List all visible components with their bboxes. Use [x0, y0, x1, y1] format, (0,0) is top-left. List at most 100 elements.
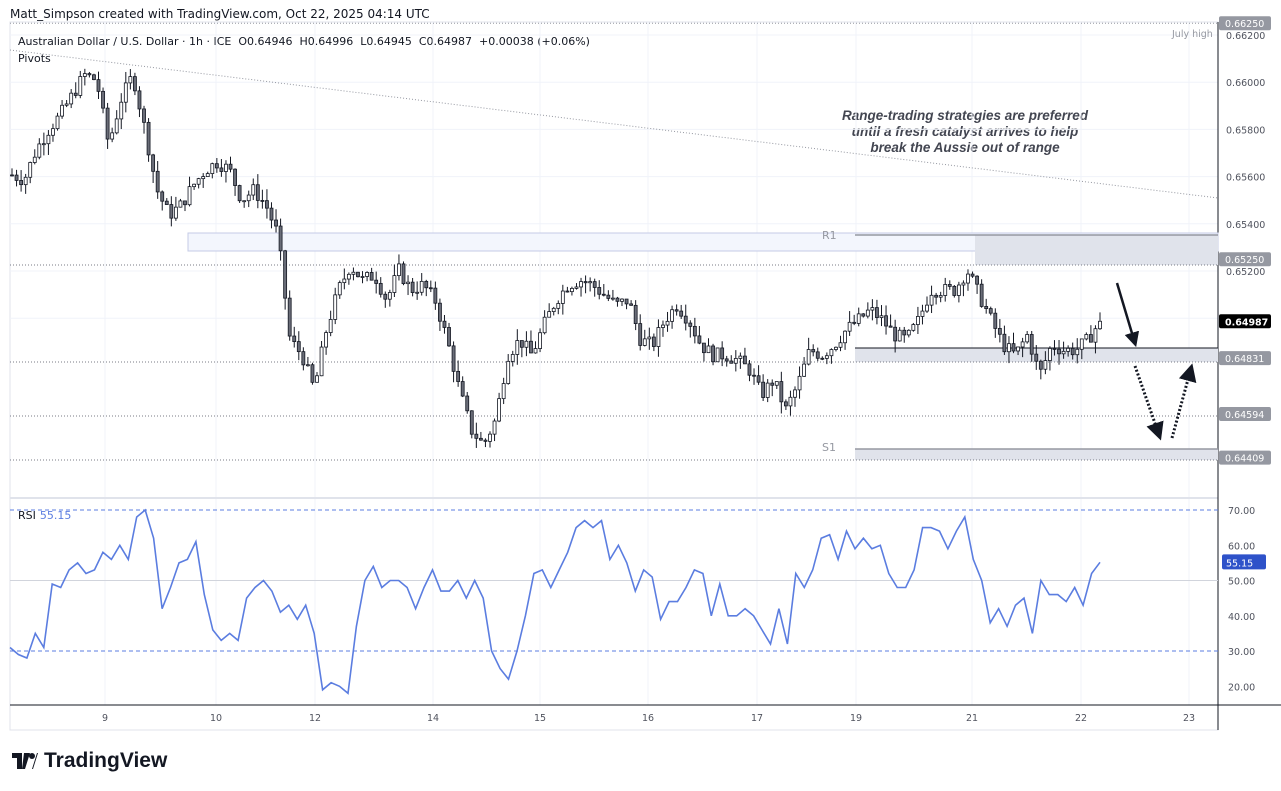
bullish-candle: [843, 330, 847, 344]
bearish-candle: [169, 204, 174, 219]
bullish-candle: [911, 324, 916, 331]
bullish-candle: [1007, 343, 1011, 353]
bearish-candle: [752, 374, 756, 377]
bearish-candle: [424, 280, 429, 289]
bearish-candle: [583, 281, 588, 284]
rsi-tick-label: 40.00: [1228, 612, 1255, 623]
bullish-candle: [497, 398, 501, 422]
bearish-candle: [1038, 360, 1043, 370]
bullish-candle: [110, 132, 115, 140]
bearish-candle: [779, 381, 784, 403]
bullish-candle: [406, 281, 410, 285]
bearish-candle: [947, 284, 952, 287]
tradingview-logo-icon: [12, 753, 38, 769]
bearish-candle: [743, 355, 747, 365]
time-tick-label: 21: [966, 713, 978, 724]
price-badge-bg: [1219, 407, 1271, 422]
symbol-legend[interactable]: Australian Dollar / U.S. Dollar · 1h · I…: [18, 35, 590, 48]
bullish-candle: [1061, 350, 1066, 355]
bullish-candle: [246, 194, 251, 202]
bullish-candle: [319, 346, 324, 377]
bearish-candle: [979, 283, 984, 307]
bullish-candle: [82, 73, 87, 77]
bearish-candle: [952, 285, 957, 296]
bearish-candle: [993, 312, 998, 329]
price-tick-label: 0.66200: [1226, 31, 1265, 42]
bullish-candle: [1084, 334, 1089, 340]
bearish-candle: [624, 298, 629, 305]
bearish-candle: [151, 154, 156, 172]
bearish-candle: [970, 273, 975, 277]
price-badge: 0.66250: [1219, 16, 1271, 31]
bearish-candle: [451, 345, 456, 372]
bearish-candle: [237, 185, 242, 202]
bearish-candle: [888, 325, 893, 328]
bullish-candle: [524, 340, 529, 348]
bullish-candle: [856, 313, 861, 324]
rsi-value: 55.15: [39, 509, 72, 522]
bearish-candle: [428, 287, 433, 290]
bullish-candle: [670, 309, 674, 322]
bullish-candle: [834, 346, 838, 350]
bullish-candle: [533, 348, 538, 354]
bearish-candle: [133, 76, 137, 92]
bullish-candle: [114, 118, 119, 134]
bullish-candle: [1079, 338, 1084, 350]
price-badge-bg: [1219, 351, 1271, 366]
bearish-candle: [629, 303, 634, 306]
bullish-candle: [929, 294, 934, 306]
bullish-candle: [956, 284, 961, 296]
bullish-candle: [192, 183, 196, 188]
bearish-candle: [92, 74, 96, 81]
down-arrow: [1115, 282, 1140, 348]
bullish-candle: [551, 307, 556, 312]
price-badge: 0.64594: [1219, 407, 1271, 422]
rsi-pane: [9, 508, 1218, 695]
bullish-candle: [392, 275, 397, 293]
bullish-candle: [515, 340, 520, 355]
pivots-indicator-label[interactable]: Pivots: [18, 52, 51, 65]
bearish-candle: [679, 310, 684, 317]
price-badge-bg: [1219, 450, 1271, 465]
price-tick-label: 0.65200: [1226, 267, 1265, 278]
annotation-line: until a fresh catalyst arrives to help: [851, 124, 1079, 139]
time-tick-label: 17: [751, 713, 763, 724]
bearish-candle: [14, 174, 19, 181]
bearish-candle: [934, 294, 939, 298]
bearish-candle: [893, 326, 898, 342]
bearish-candle: [1070, 347, 1075, 356]
bearish-candle: [374, 279, 379, 284]
chart-annotation: Range-trading strategies are preferred u…: [820, 108, 1110, 156]
rsi-legend[interactable]: RSI 55.15: [18, 509, 71, 522]
bullish-candle: [506, 360, 511, 384]
bullish-candle: [492, 420, 497, 435]
bullish-candle: [656, 327, 661, 347]
bearish-candle: [465, 395, 470, 412]
price-badge-bg: [1219, 314, 1271, 329]
bullish-candle: [611, 297, 615, 300]
bearish-candle: [770, 382, 775, 386]
tradingview-logo[interactable]: TradingView: [12, 749, 167, 773]
price-badge-label: 0.64987: [1225, 317, 1268, 328]
dotted-up-arrow: [1170, 363, 1197, 439]
bearish-candle: [292, 335, 297, 343]
bullish-candle: [187, 186, 192, 206]
bearish-candle: [815, 351, 820, 359]
bullish-candle: [41, 143, 46, 146]
price-badge-label: 0.64831: [1225, 354, 1264, 365]
price-badge-label: 0.65250: [1225, 255, 1264, 266]
candlestick-series: [10, 68, 1102, 448]
bearish-candle: [164, 200, 169, 205]
bearish-candle: [688, 322, 693, 327]
price-badge: 0.64987: [1219, 314, 1271, 329]
bullish-candle: [46, 134, 51, 145]
bearish-candle: [638, 323, 643, 346]
gridlines: [9, 21, 1281, 731]
bearish-candle: [1011, 343, 1016, 352]
bearish-candle: [997, 328, 1002, 335]
bullish-candle: [906, 329, 911, 336]
bullish-candle: [1025, 334, 1030, 343]
bullish-candle: [738, 355, 743, 359]
bullish-candle: [556, 303, 561, 309]
